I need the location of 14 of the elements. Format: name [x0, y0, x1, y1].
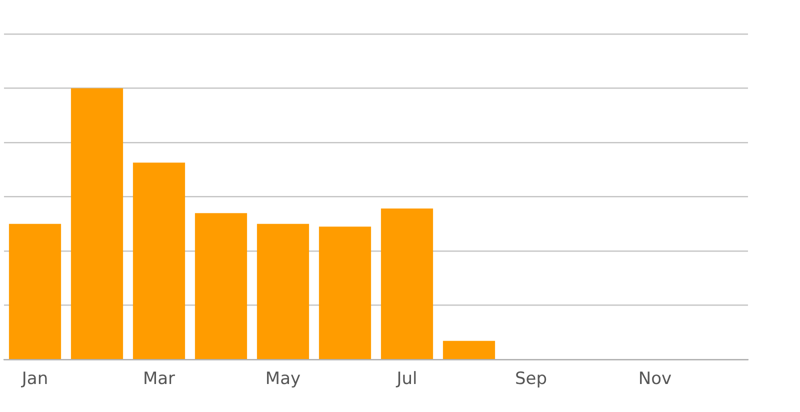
bar [380, 208, 434, 359]
bar [132, 162, 186, 359]
bar [8, 224, 62, 359]
bar [256, 224, 310, 359]
x-tick-label: Jan [20, 369, 48, 390]
x-tick-label: Nov [638, 369, 672, 390]
x-tick-label: Sep [514, 369, 548, 390]
x-tick-label: Jul [396, 369, 418, 390]
x-tick-label: Mar [142, 369, 176, 390]
bar [442, 340, 496, 359]
bar [194, 213, 248, 359]
bar [318, 226, 372, 359]
x-tick-label: May [265, 369, 301, 390]
bar [70, 88, 124, 359]
